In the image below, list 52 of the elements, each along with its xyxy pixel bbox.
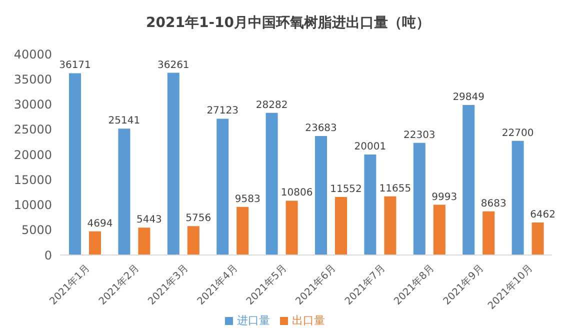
- bar: [187, 226, 200, 255]
- legend-label: 进口量: [237, 314, 270, 327]
- bar: [167, 72, 180, 255]
- bar: [138, 228, 150, 255]
- bar: [413, 142, 426, 255]
- data-label: 20001: [354, 141, 386, 152]
- y-tick-label: 35000: [14, 72, 52, 86]
- bar: [286, 200, 298, 255]
- data-label: 36261: [157, 60, 190, 71]
- bar: [433, 204, 446, 255]
- data-label: 25141: [108, 116, 140, 127]
- data-label: 4694: [87, 218, 113, 230]
- data-label: 5756: [186, 213, 212, 224]
- bar: [364, 154, 376, 255]
- data-label: 6462: [530, 210, 556, 221]
- data-label: 11552: [330, 184, 362, 195]
- y-tick-label: 20000: [14, 148, 52, 162]
- bar: [532, 222, 544, 255]
- y-tick-label: 5000: [21, 223, 52, 238]
- data-label: 9583: [234, 194, 260, 205]
- y-tick-label: 0: [44, 248, 52, 262]
- bar: [384, 196, 396, 255]
- bar: [118, 128, 130, 255]
- bar: [89, 231, 101, 255]
- data-label: 23683: [305, 122, 337, 134]
- bar: [266, 112, 278, 255]
- data-label: 5443: [136, 214, 162, 226]
- y-tick-label: 10000: [14, 198, 52, 212]
- bar: [315, 136, 327, 255]
- data-label: 10806: [280, 188, 313, 199]
- y-tick-label: 30000: [14, 98, 52, 112]
- data-label: 28282: [256, 100, 288, 111]
- data-label: 36171: [59, 60, 91, 72]
- bar: [335, 196, 347, 255]
- data-label: 11655: [379, 183, 412, 194]
- bar: [236, 206, 249, 255]
- data-label: 22700: [502, 128, 534, 139]
- bar: [462, 105, 475, 255]
- y-tick-label: 25000: [14, 122, 52, 137]
- data-label: 9993: [432, 192, 458, 203]
- legend-label: 出口量: [292, 314, 325, 327]
- data-label: 8683: [480, 198, 506, 210]
- data-label: 22303: [403, 130, 436, 141]
- bar: [69, 73, 81, 255]
- data-label: 27123: [206, 106, 239, 117]
- chart-title: 2021年1-10月中国环氧树脂进出口量（吨）: [145, 14, 431, 33]
- bar: [482, 211, 495, 255]
- y-tick-label: 40000: [14, 47, 52, 62]
- bar: [512, 140, 524, 255]
- y-tick-label: 15000: [14, 172, 52, 187]
- bar: [216, 118, 229, 255]
- data-label: 29849: [452, 92, 485, 104]
